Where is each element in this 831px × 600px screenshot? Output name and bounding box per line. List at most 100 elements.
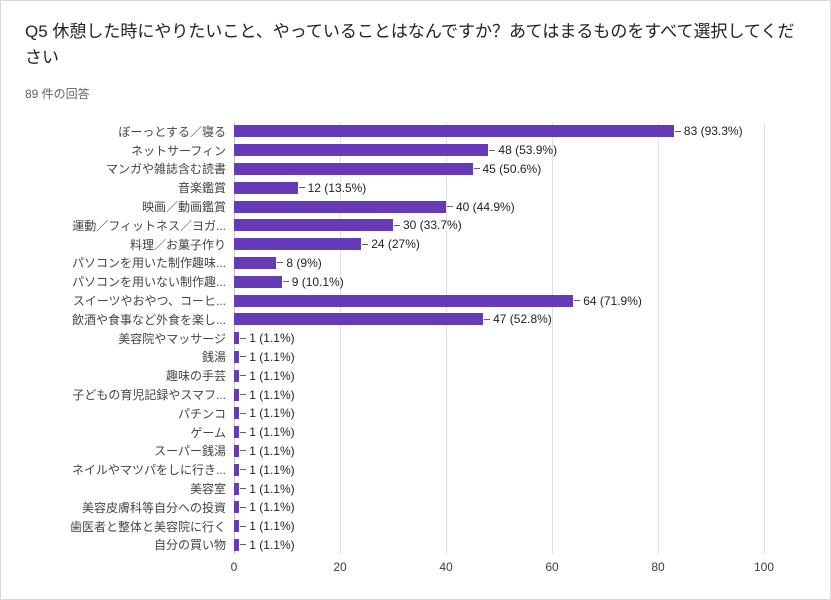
bar-annotation: 1 (1.1%) <box>240 444 295 458</box>
bar[interactable] <box>234 426 240 439</box>
chart-row: ゲーム 1 (1.1%) <box>25 423 764 442</box>
chart-row: 音楽鑑賞 12 (13.5%) <box>25 178 764 197</box>
chart-row: 歯医者と整体と美容院に行く 1 (1.1%) <box>25 517 764 536</box>
category-label: パソコンを用いた制作趣味... <box>71 256 226 271</box>
annotation-stem <box>473 168 480 170</box>
gridline <box>552 122 553 555</box>
bar[interactable] <box>234 501 240 514</box>
row-plot-area: 1 (1.1%) <box>234 479 764 498</box>
bar[interactable] <box>234 256 277 269</box>
row-plot-area: 1 (1.1%) <box>234 385 764 404</box>
chart-row: パチンコ 1 (1.1%) <box>25 404 764 423</box>
annotation-value: 48 (53.9%) <box>498 143 558 158</box>
annotation-stem <box>240 412 247 414</box>
bar-annotation: 1 (1.1%) <box>240 519 295 534</box>
annotation-stem <box>574 300 581 302</box>
bar[interactable] <box>234 388 240 401</box>
bar-chart: ぼーっとする／寝る 83 (93.3%) ネットサーフィン 48 (53.9%) マンガ… <box>25 122 774 578</box>
row-plot-area: 47 (52.8%) <box>234 310 764 329</box>
bar[interactable] <box>234 219 393 232</box>
bar-annotation: 8 (9%) <box>277 256 322 270</box>
x-axis-tick-label: 100 <box>753 560 775 575</box>
category-label: 音楽鑑賞 <box>177 181 226 196</box>
bar-annotation: 1 (1.1%) <box>240 368 295 383</box>
bar[interactable] <box>234 482 240 495</box>
bar-annotation: 12 (13.5%) <box>298 181 366 195</box>
annotation-stem <box>240 525 247 527</box>
chart-row: パソコンを用いた制作趣味... 8 (9%) <box>25 254 764 273</box>
bar-annotation: 1 (1.1%) <box>240 500 295 514</box>
row-plot-area: 1 (1.1%) <box>234 404 764 423</box>
annotation-stem <box>240 544 247 546</box>
category-label: 自分の買い物 <box>153 538 226 553</box>
bar[interactable] <box>234 181 298 194</box>
bar[interactable] <box>234 350 240 363</box>
x-axis-tick-label: 40 <box>439 560 453 575</box>
row-plot-area: 30 (33.7%) <box>234 216 764 235</box>
bar[interactable] <box>234 407 240 420</box>
category-label: 美容皮膚科等自分への投資 <box>81 500 226 515</box>
chart-row: 自分の買い物 1 (1.1%) <box>25 536 764 555</box>
row-plot-area: 48 (53.9%) <box>234 141 764 160</box>
annotation-value: 83 (93.3%) <box>683 124 743 139</box>
row-plot-area: 1 (1.1%) <box>234 329 764 348</box>
chart-rows: ぼーっとする／寝る 83 (93.3%) ネットサーフィン 48 (53.9%) マンガ… <box>25 122 765 555</box>
gridline <box>446 122 447 555</box>
bar-annotation: 1 (1.1%) <box>240 331 295 346</box>
bar[interactable] <box>234 200 446 213</box>
row-plot-area: 24 (27%) <box>234 235 764 254</box>
bar-annotation: 64 (71.9%) <box>574 294 642 308</box>
bar-annotation: 1 (1.1%) <box>240 387 295 402</box>
chart-row: 映画／動画鑑賞 40 (44.9%) <box>25 197 764 216</box>
bar[interactable] <box>234 144 489 157</box>
bar[interactable] <box>234 125 674 138</box>
bar[interactable] <box>234 238 362 251</box>
bar-annotation: 45 (50.6%) <box>473 162 541 176</box>
category-label: 飲酒や食事など外食を楽し... <box>71 312 226 327</box>
annotation-value: 1 (1.1%) <box>249 387 295 402</box>
bar-annotation: 9 (10.1%) <box>282 274 344 289</box>
annotation-stem <box>394 224 400 226</box>
category-label: ぼーっとする／寝る <box>118 124 226 139</box>
annotation-value: 24 (27%) <box>371 237 420 252</box>
x-axis-tick-label: 80 <box>651 560 665 575</box>
bar-annotation: 1 (1.1%) <box>240 350 295 364</box>
chart-row: スーパー銭湯 1 (1.1%) <box>25 442 764 461</box>
annotation-value: 1 (1.1%) <box>249 331 295 346</box>
chart-row: 美容院やマッサージ 1 (1.1%) <box>25 329 764 348</box>
annotation-value: 1 (1.1%) <box>249 519 295 534</box>
annotation-stem <box>240 469 247 471</box>
annotation-stem <box>240 394 247 396</box>
row-plot-area: 12 (13.5%) <box>234 178 764 197</box>
bar[interactable] <box>234 294 574 307</box>
annotation-stem <box>240 450 247 452</box>
category-label: 美容院やマッサージ <box>118 331 226 346</box>
gridline <box>658 122 659 555</box>
category-label: 料理／お菓子作り <box>129 237 226 252</box>
annotation-value: 9 (10.1%) <box>291 274 344 289</box>
gridline <box>764 122 765 555</box>
row-plot-area: 1 (1.1%) <box>234 517 764 536</box>
bar[interactable] <box>234 313 484 326</box>
bar[interactable] <box>234 444 240 457</box>
annotation-stem <box>298 187 305 189</box>
annotation-value: 1 (1.1%) <box>249 368 295 383</box>
bar[interactable] <box>234 520 240 533</box>
bar[interactable] <box>234 369 240 382</box>
bar-annotation: 1 (1.1%) <box>240 463 295 477</box>
row-plot-area: 1 (1.1%) <box>234 536 764 555</box>
annotation-value: 1 (1.1%) <box>249 537 295 552</box>
response-count: 89 件の回答 <box>25 87 90 101</box>
category-label: スーパー銭湯 <box>154 444 226 459</box>
row-plot-area: 1 (1.1%) <box>234 442 764 461</box>
bar[interactable] <box>234 275 282 288</box>
category-label: 映画／動画鑑賞 <box>141 200 226 215</box>
bar[interactable] <box>234 332 240 345</box>
category-label: パチンコ <box>177 406 226 421</box>
bar-annotation: 1 (1.1%) <box>240 406 295 420</box>
bar[interactable] <box>234 538 240 551</box>
bar[interactable] <box>234 162 473 175</box>
chart-row: ネイルやマツパをしに行き... 1 (1.1%) <box>25 460 764 479</box>
bar[interactable] <box>234 463 240 476</box>
